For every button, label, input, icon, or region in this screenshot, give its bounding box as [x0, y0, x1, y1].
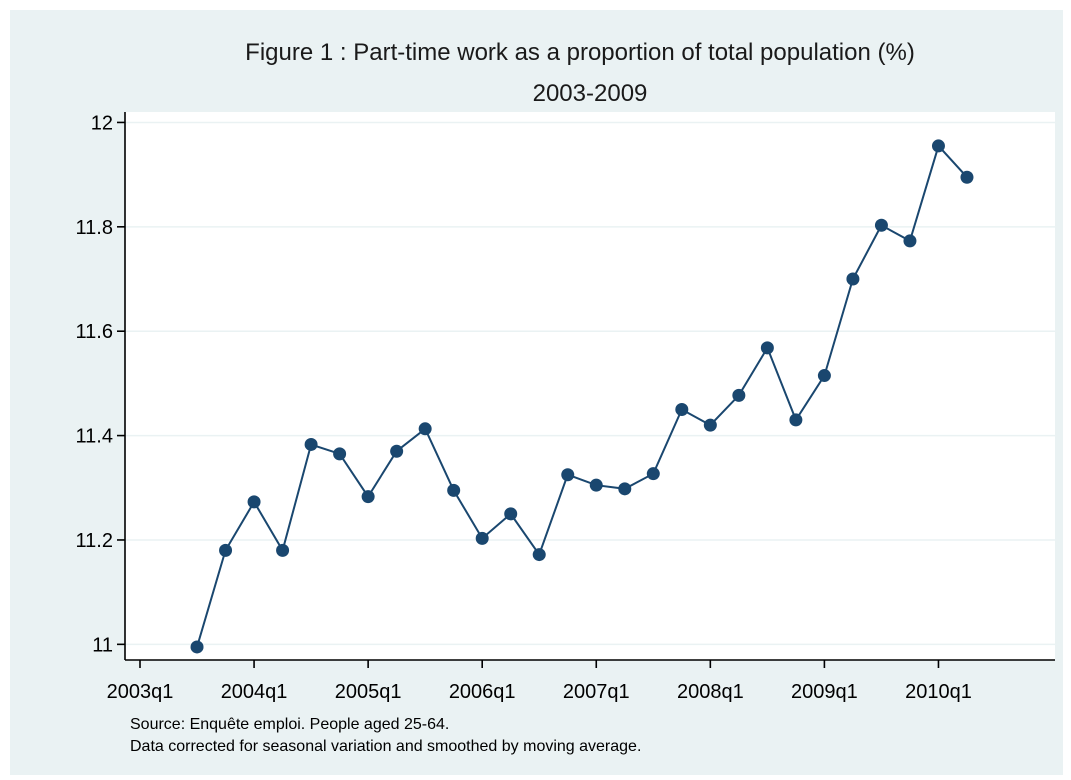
data-point [304, 437, 318, 451]
x-tick-label: 2005q1 [335, 681, 402, 703]
series-line [196, 143, 968, 648]
data-point [618, 482, 632, 496]
data-point [589, 478, 603, 492]
data-point [190, 640, 204, 654]
axes [124, 112, 1055, 661]
data-point [903, 234, 917, 248]
data-point [504, 507, 518, 521]
x-tick-label: 2010q1 [905, 681, 972, 703]
y-tick-label: 11.6 [76, 321, 113, 343]
data-series [190, 139, 974, 654]
data-point [732, 388, 746, 402]
x-tick-label: 2006q1 [449, 681, 516, 703]
y-tick-label: 11.8 [76, 217, 113, 239]
data-point [276, 543, 290, 557]
x-tick-label: 2008q1 [677, 681, 744, 703]
data-point [817, 369, 831, 383]
correction-note: Data corrected for seasonal variation an… [130, 738, 641, 755]
data-point [219, 543, 233, 557]
chart-subtitle: 2003-2009 [533, 80, 648, 107]
data-point [390, 444, 404, 458]
data-point [931, 139, 945, 153]
x-tick-label: 2007q1 [563, 681, 630, 703]
y-axis-ticks: 11 11.2 11.4 11.6 11.8 12 [76, 112, 125, 656]
data-point [475, 531, 489, 545]
data-point [703, 418, 717, 432]
data-point [874, 218, 888, 232]
y-tick-label: 12 [91, 112, 113, 134]
data-point [418, 422, 432, 436]
data-point [247, 495, 261, 509]
data-point [361, 490, 375, 504]
x-axis-ticks: 2003q1 2004q1 2005q1 2006q1 2007q1 2008q1 2009… [107, 660, 972, 703]
data-point [646, 467, 660, 481]
y-tick-label: 11.2 [76, 530, 113, 552]
plot-area [125, 112, 1055, 660]
y-tick-label: 11 [92, 634, 113, 656]
chart-title: Figure 1 : Part-time work as a proportio… [245, 39, 915, 66]
data-point [561, 468, 575, 482]
data-point [333, 447, 347, 461]
y-tick-label: 11.4 [76, 426, 113, 448]
data-point [760, 341, 774, 355]
data-point [960, 170, 974, 184]
x-tick-label: 2004q1 [221, 681, 288, 703]
data-point [447, 483, 461, 497]
x-tick-label: 2009q1 [791, 681, 858, 703]
source-note: Source: Enquête emploi. People aged 25-6… [130, 716, 449, 733]
data-point [846, 272, 860, 286]
data-point [789, 413, 803, 427]
x-tick-label: 2003q1 [107, 681, 174, 703]
gridlines [125, 121, 1055, 646]
data-point [532, 548, 546, 562]
data-point [675, 402, 689, 416]
